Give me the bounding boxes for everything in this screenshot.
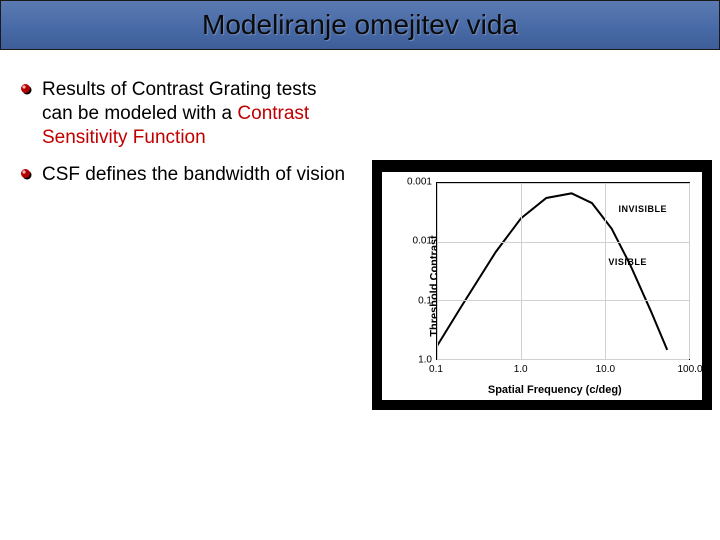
bullet-icon <box>20 83 32 95</box>
bullet-list: Results of Contrast Grating tests can be… <box>20 78 360 201</box>
csf-chart: Threshold Contrast Spatial Frequency (c/… <box>372 160 712 410</box>
chart-annotation: INVISIBLE <box>618 204 667 214</box>
list-item: Results of Contrast Grating tests can be… <box>20 78 350 149</box>
y-tick-label: 0.01 <box>413 236 432 247</box>
bullet-icon <box>20 168 32 180</box>
x-tick-label: 100.0 <box>677 364 702 375</box>
y-tick-label: 1.0 <box>418 355 432 366</box>
x-axis-label: Spatial Frequency (c/deg) <box>488 384 622 396</box>
x-tick-label: 10.0 <box>596 364 615 375</box>
plot-area: INVISIBLE VISIBLE <box>436 182 690 360</box>
slide-title: Modeliranje omejitev vida <box>202 9 518 41</box>
list-item: CSF defines the bandwidth of vision <box>20 163 350 187</box>
bullet-text: CSF defines the bandwidth of vision <box>42 163 345 187</box>
chart-panel: Threshold Contrast Spatial Frequency (c/… <box>382 172 702 400</box>
bullet-text-plain: CSF defines the bandwidth of vision <box>42 164 345 185</box>
bullet-text: Results of Contrast Grating tests can be… <box>42 78 350 149</box>
y-tick-label: 0.001 <box>407 177 432 188</box>
x-tick-label: 1.0 <box>514 364 528 375</box>
title-bar: Modeliranje omejitev vida <box>0 0 720 50</box>
x-tick-label: 0.1 <box>429 364 443 375</box>
chart-annotation: VISIBLE <box>608 257 647 267</box>
y-tick-label: 0.1 <box>418 295 432 306</box>
